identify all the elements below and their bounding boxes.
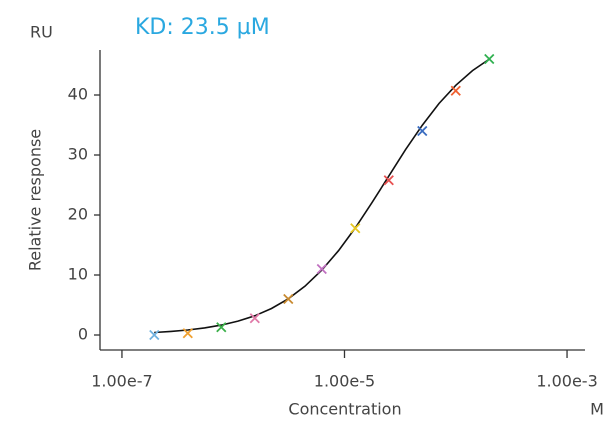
point — [484, 53, 495, 65]
x-tick-label: 1.00e-7 — [91, 372, 152, 391]
x-tick-label: 1.00e-3 — [536, 372, 597, 391]
y-tick-label: 40 — [68, 85, 88, 104]
point — [283, 293, 294, 305]
point — [350, 223, 361, 234]
y-tick-label: 30 — [68, 145, 88, 164]
point — [450, 85, 461, 96]
x-axis-label: Concentration — [288, 400, 401, 419]
y-tick-label: 0 — [78, 325, 88, 344]
point — [417, 125, 428, 137]
point — [149, 329, 160, 341]
point — [182, 328, 193, 339]
x-unit: M — [590, 400, 604, 419]
x-tick-label: 1.00e-5 — [314, 372, 375, 391]
y-tick-label: 10 — [68, 265, 88, 284]
y-tick-label: 20 — [68, 205, 88, 224]
y-unit: RU — [30, 23, 53, 42]
point — [383, 175, 394, 186]
y-axis-label: Relative response — [26, 129, 45, 271]
fit-curve — [154, 58, 490, 334]
point — [316, 263, 327, 275]
point — [216, 322, 227, 333]
point — [249, 313, 260, 324]
chart-title: KD: 23.5 µM — [135, 15, 270, 40]
